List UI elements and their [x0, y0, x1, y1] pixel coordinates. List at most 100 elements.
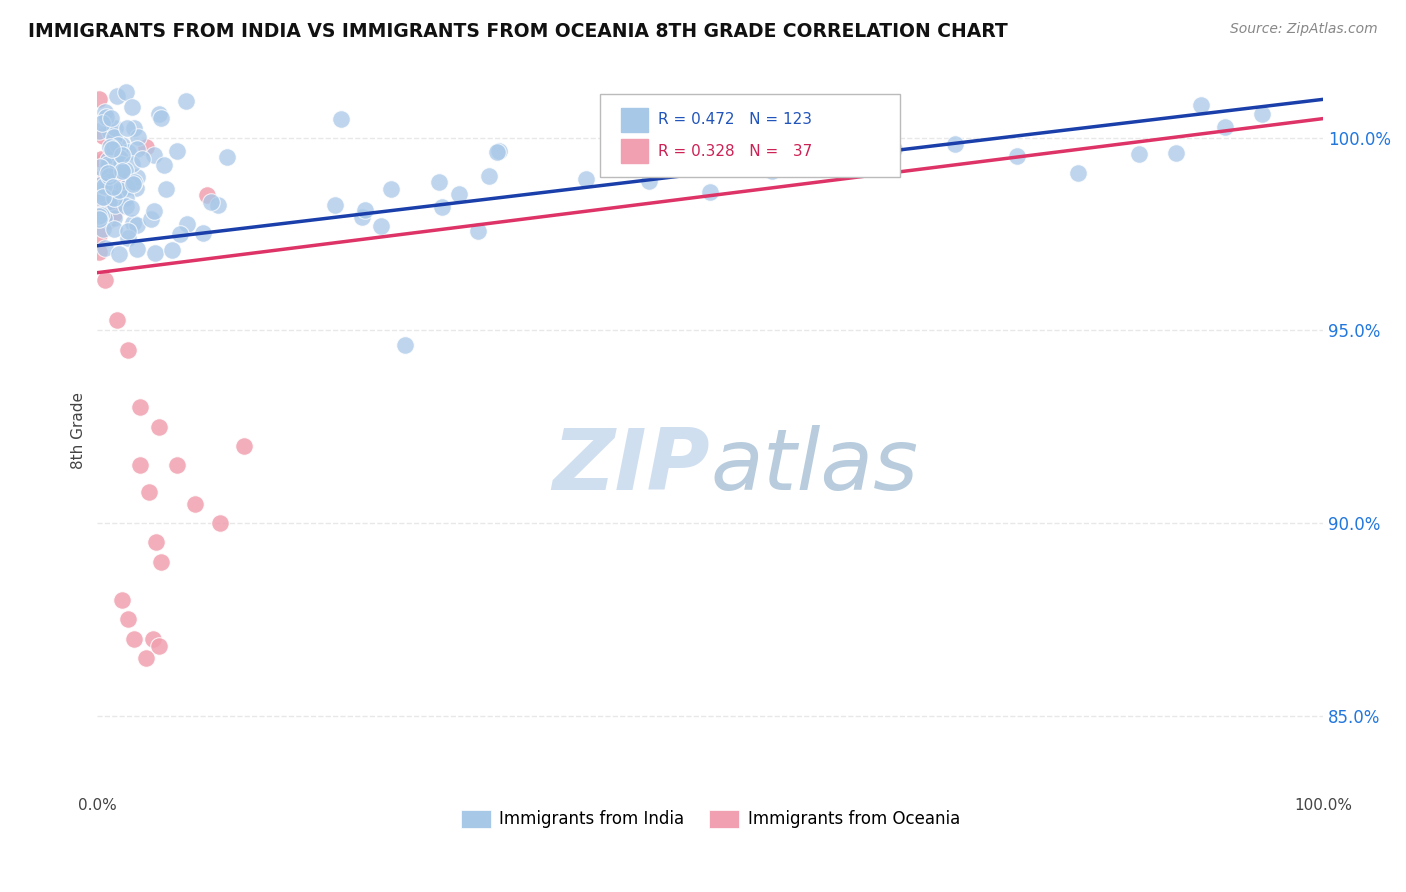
- Point: [98, 125, 121, 139]
- Point: [89, 124, 111, 138]
- Point: [107, 247, 129, 261]
- Point: [155, 182, 177, 196]
- Point: [91, 128, 114, 143]
- Point: [107, 89, 129, 103]
- Point: [97, 195, 120, 210]
- Point: [945, 136, 967, 151]
- Point: [97, 159, 120, 173]
- Point: [112, 164, 135, 178]
- Point: [97, 213, 120, 227]
- Point: [103, 140, 125, 154]
- FancyBboxPatch shape: [600, 94, 900, 178]
- Point: [129, 401, 152, 415]
- Point: [1005, 149, 1028, 163]
- Point: [191, 227, 214, 241]
- Legend: Immigrants from India, Immigrants from Oceania: Immigrants from India, Immigrants from O…: [454, 803, 966, 835]
- Point: [380, 182, 402, 196]
- Point: [145, 245, 167, 260]
- Point: [103, 211, 125, 226]
- Point: [135, 140, 157, 154]
- Point: [93, 172, 115, 186]
- Point: [152, 158, 174, 172]
- Point: [87, 211, 110, 226]
- Point: [101, 182, 124, 196]
- Point: [761, 164, 783, 178]
- Text: atlas: atlas: [710, 425, 918, 508]
- Point: [87, 244, 110, 259]
- Point: [150, 555, 173, 569]
- Text: IMMIGRANTS FROM INDIA VS IMMIGRANTS FROM OCEANIA 8TH GRADE CORRELATION CHART: IMMIGRANTS FROM INDIA VS IMMIGRANTS FROM…: [28, 22, 1008, 41]
- Point: [91, 190, 114, 204]
- Point: [184, 497, 207, 511]
- Point: [111, 148, 134, 162]
- Point: [87, 209, 110, 223]
- Point: [96, 163, 118, 178]
- Point: [121, 216, 143, 230]
- Point: [575, 171, 598, 186]
- Point: [117, 612, 139, 626]
- Point: [127, 129, 149, 144]
- Point: [110, 154, 132, 169]
- Point: [350, 211, 373, 225]
- Point: [117, 120, 139, 135]
- Point: [87, 228, 110, 243]
- Point: [148, 107, 170, 121]
- Point: [166, 144, 188, 158]
- Point: [169, 227, 191, 241]
- Point: [90, 191, 112, 205]
- Point: [125, 170, 148, 185]
- Point: [233, 439, 256, 453]
- Point: [485, 145, 508, 160]
- Point: [121, 100, 143, 114]
- Point: [100, 111, 122, 125]
- Point: [127, 218, 149, 232]
- Point: [107, 313, 129, 327]
- Point: [108, 183, 131, 197]
- Point: [174, 94, 197, 108]
- Point: [330, 112, 353, 126]
- Text: Source: ZipAtlas.com: Source: ZipAtlas.com: [1230, 22, 1378, 37]
- Point: [98, 165, 121, 179]
- Point: [90, 152, 112, 166]
- Point: [135, 650, 157, 665]
- Point: [1128, 146, 1150, 161]
- Point: [111, 593, 134, 607]
- Point: [104, 162, 127, 177]
- Point: [87, 92, 110, 106]
- Point: [115, 191, 138, 205]
- Point: [110, 157, 132, 171]
- Point: [107, 150, 129, 164]
- Point: [427, 175, 450, 189]
- Point: [108, 171, 131, 186]
- Point: [104, 197, 127, 211]
- Bar: [621, 139, 648, 162]
- Bar: [621, 108, 648, 131]
- Point: [98, 169, 121, 183]
- Point: [111, 138, 134, 153]
- Point: [91, 154, 114, 169]
- Point: [139, 211, 162, 226]
- Point: [94, 273, 117, 287]
- Point: [478, 169, 501, 183]
- Point: [90, 208, 112, 222]
- Point: [117, 180, 139, 194]
- Point: [1189, 98, 1212, 112]
- Point: [97, 153, 120, 167]
- Point: [103, 130, 125, 145]
- Point: [821, 153, 844, 167]
- Point: [94, 105, 117, 120]
- Point: [91, 222, 114, 236]
- Point: [98, 168, 121, 182]
- Point: [103, 207, 125, 221]
- Point: [117, 343, 139, 357]
- Point: [94, 110, 117, 124]
- Point: [120, 201, 142, 215]
- Point: [125, 142, 148, 156]
- Point: [195, 188, 218, 202]
- Point: [110, 184, 132, 198]
- Point: [370, 219, 392, 233]
- Point: [354, 202, 377, 217]
- Point: [200, 194, 222, 209]
- Point: [1213, 120, 1236, 134]
- Point: [100, 162, 122, 177]
